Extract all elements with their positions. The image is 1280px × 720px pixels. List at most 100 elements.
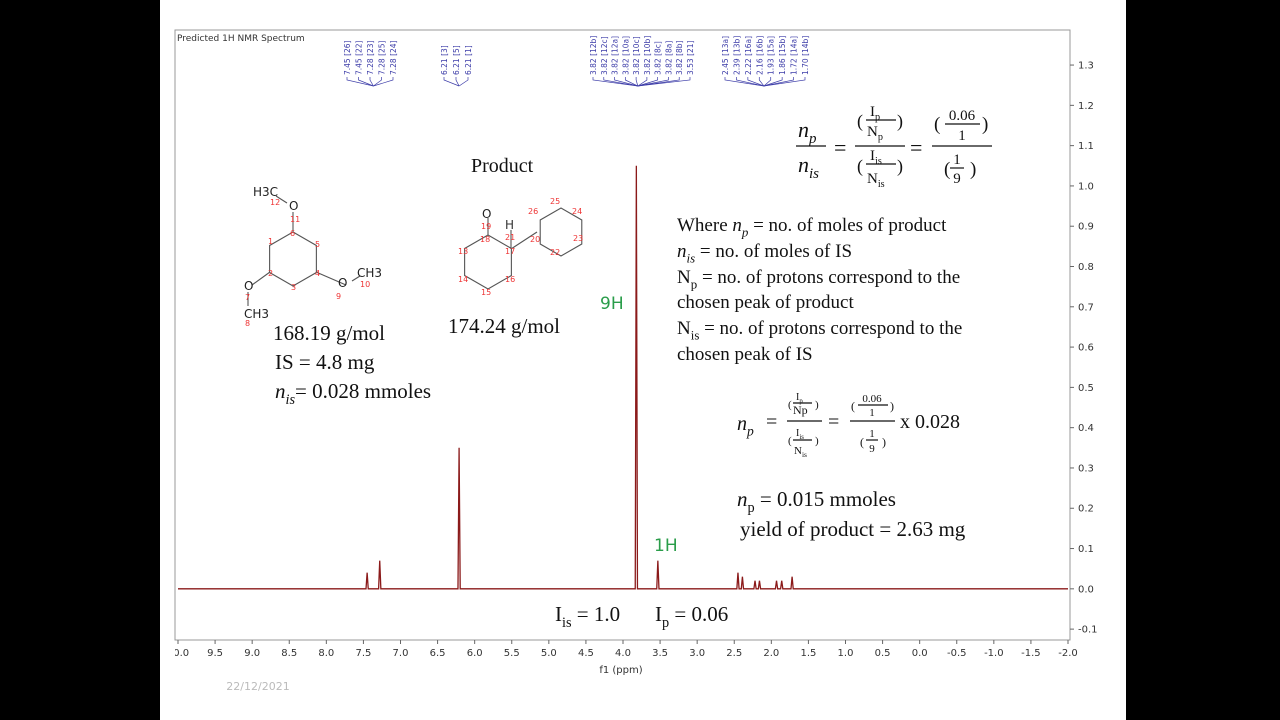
- peak-connector: [358, 77, 374, 87]
- atom-label: 11: [290, 215, 300, 224]
- formula-part: ): [897, 111, 903, 132]
- atom-label: 20: [530, 235, 540, 244]
- note-part: 0.06: [862, 393, 882, 405]
- atom-label: 18: [480, 235, 490, 244]
- note-part: ): [815, 399, 819, 411]
- bond: [315, 271, 347, 286]
- atom-label: 2: [268, 269, 273, 278]
- note: yield of product = 2.63 mg: [740, 517, 966, 541]
- x-tick-label: 5.5: [504, 648, 520, 659]
- formula-part: Iis: [796, 428, 804, 441]
- note-part: ): [970, 159, 976, 180]
- x-tick-label: 0.0: [912, 648, 928, 659]
- formula-part: np: [798, 117, 817, 147]
- atom-label: 1: [268, 237, 273, 246]
- note-part: = no. of moles of IS: [695, 241, 852, 262]
- x-tick-label: 7.0: [393, 648, 409, 659]
- note-part: 9: [953, 171, 961, 187]
- peak-connector: [736, 77, 764, 87]
- atom-label: 19: [481, 222, 491, 231]
- peak-annotation: 1H: [654, 536, 678, 556]
- x-tick-label: 4.5: [578, 648, 594, 659]
- y-tick-label: 0.3: [1078, 463, 1094, 474]
- note-part: yield of product = 2.63 mg: [740, 517, 966, 541]
- formula-part: ): [982, 114, 988, 135]
- note-part: 9: [869, 443, 875, 455]
- note: 174.24 g/mol: [448, 314, 560, 338]
- formula-part: ): [815, 435, 819, 447]
- note-part: p: [741, 224, 749, 239]
- formula-part: ): [815, 399, 819, 411]
- peak-label: 3.82 [8c]: [654, 41, 663, 75]
- peak-label: 3.82 [10c]: [632, 36, 641, 75]
- note-part: 1: [869, 407, 875, 419]
- atom-label: 3: [291, 283, 296, 292]
- y-tick-label: 0.6: [1078, 343, 1094, 354]
- formula-part: Np: [867, 124, 883, 143]
- atom-label: 6: [290, 229, 295, 238]
- peak-connector: [455, 77, 460, 87]
- peak-connector: [635, 77, 639, 87]
- note: nis= 0.028 mmoles: [275, 379, 431, 408]
- atom-label: 13: [458, 247, 468, 256]
- note-part: is: [802, 450, 807, 459]
- x-tick-label: 2.0: [763, 648, 779, 659]
- note-part: (: [934, 114, 940, 135]
- note: 168.19 g/mol: [273, 321, 385, 345]
- note-part: is: [799, 434, 804, 441]
- peak-label: 7.28 [24]: [389, 40, 398, 75]
- peak-label: 3.82 [8b]: [675, 40, 684, 75]
- peak-label: 6.21 [3]: [440, 45, 449, 75]
- peak-connector: [458, 77, 469, 87]
- bond: [269, 231, 317, 287]
- note-part: p: [746, 424, 754, 439]
- peak-connector: [373, 77, 382, 87]
- y-tick-label: 0.5: [1078, 383, 1094, 394]
- note-part: 1: [958, 128, 966, 144]
- peak-connector: [369, 77, 374, 87]
- note-part: I: [555, 602, 562, 626]
- formula-part: (: [860, 435, 864, 449]
- atom-label: 23: [573, 234, 583, 243]
- atom-label: O: [244, 279, 253, 293]
- note-part: x 0.028: [900, 411, 960, 433]
- note-part: p: [802, 403, 808, 417]
- formula-part: 1: [953, 152, 961, 168]
- formula-part: 1: [958, 128, 966, 144]
- formula-part: (: [857, 156, 863, 177]
- note-part: 168.19 g/mol: [273, 321, 385, 345]
- atom-label: 24: [572, 207, 582, 216]
- formula-part: Nis: [867, 171, 885, 190]
- atom-label: 26: [528, 207, 538, 216]
- note-part: = 1.0: [572, 602, 621, 626]
- peak-label-group: 3.82 [12b] 3.82 [12c] 3.82 [12a] 3.82 [10a]…: [589, 36, 695, 87]
- note-part: I: [796, 428, 799, 439]
- note-part: = no. of moles of product: [748, 215, 947, 236]
- x-tick-label: 0.5: [875, 648, 891, 659]
- note-part: I: [655, 602, 662, 626]
- peak-connector: [637, 77, 680, 87]
- peak-connector: [373, 77, 394, 87]
- bond: [351, 275, 361, 282]
- note-part: (: [851, 399, 855, 413]
- note-part: is: [691, 327, 700, 342]
- x-tick-label: 9.5: [207, 648, 223, 659]
- bond: [251, 271, 271, 286]
- note-part: N: [867, 171, 878, 187]
- note: IS = 4.8 mg: [275, 350, 375, 374]
- x-axis-label: f1 (ppm): [599, 665, 642, 676]
- note-part: is: [286, 392, 296, 408]
- formula-part: 0.06: [862, 393, 882, 405]
- formula-part: 9: [953, 171, 961, 187]
- formula-part: ): [890, 399, 894, 413]
- formula-part: x 0.028: [900, 411, 960, 433]
- y-tick-label: 0.0: [1078, 584, 1094, 595]
- note-part: p: [799, 398, 803, 405]
- atom-label: 10: [360, 280, 370, 289]
- y-tick-label: -0.1: [1078, 625, 1098, 636]
- atom-label: 22: [550, 248, 560, 257]
- atom-label: 4: [315, 269, 320, 278]
- peak-connector: [443, 77, 460, 87]
- formula-part: (: [857, 111, 863, 132]
- x-tick-label: 5.0: [541, 648, 557, 659]
